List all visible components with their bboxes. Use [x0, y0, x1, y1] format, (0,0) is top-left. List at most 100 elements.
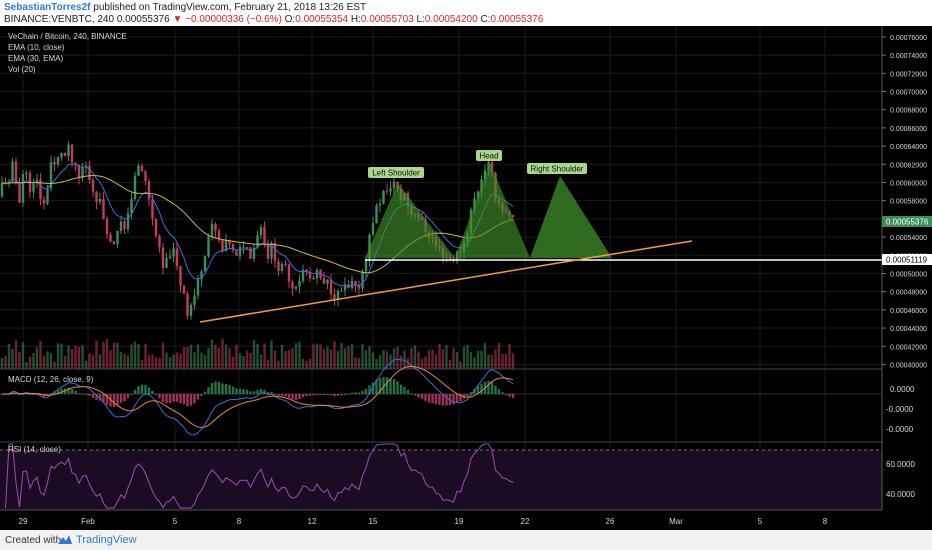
macd-histogram-bar — [137, 386, 140, 394]
macd-histogram-bar — [182, 394, 186, 405]
macd-histogram-bar — [217, 381, 221, 394]
candle-body — [130, 199, 133, 214]
macd-histogram-bar — [480, 383, 483, 394]
candle-body — [252, 247, 256, 259]
macd-histogram-bar — [357, 392, 361, 394]
macd-histogram-bar — [410, 393, 413, 395]
left-shoulder-shape[interactable] — [365, 183, 455, 258]
volume-bar — [382, 350, 385, 369]
macd-histogram-bar — [329, 394, 333, 396]
macd-histogram-bar — [361, 390, 364, 394]
publish-line: SebastianTorres2f published on TradingVi… — [4, 2, 366, 13]
candle-body — [287, 264, 291, 282]
macd-tick: 0.0000 — [890, 385, 915, 394]
candle-body — [382, 190, 385, 204]
head-shape[interactable] — [455, 163, 530, 258]
volume-bar — [312, 344, 315, 369]
volume-bar — [431, 349, 434, 369]
candle-body — [291, 281, 294, 289]
volume-bar — [207, 347, 210, 369]
price-axis[interactable] — [882, 26, 932, 530]
support-trendline[interactable] — [199, 240, 693, 323]
author-link[interactable]: SebastianTorres2f — [4, 2, 91, 13]
candle-body — [392, 181, 396, 189]
macd-signal-line — [2, 365, 514, 429]
macd-label: MACD (12, 26, close, 9) — [8, 375, 94, 384]
volume-bar — [420, 358, 424, 369]
volume-bar — [483, 342, 487, 369]
macd-histogram-bar — [375, 379, 378, 394]
candle-body — [151, 199, 154, 219]
macd-histogram-bar — [168, 394, 172, 404]
volume-bar — [364, 350, 368, 369]
rsi-axis-ticks: 60.0000 40.0000 — [886, 460, 915, 499]
candle-body — [0, 183, 4, 197]
candle-body — [238, 246, 242, 256]
candle-body — [81, 167, 84, 179]
macd-histogram-bar — [431, 394, 434, 404]
price-tick-label: 0.00054000 — [890, 235, 927, 242]
macd-tick: -0.0000 — [886, 405, 914, 414]
time-axis[interactable] — [0, 510, 932, 530]
candle-body — [77, 165, 81, 179]
candle-body — [487, 162, 490, 171]
volume-bars — [0, 338, 515, 369]
candle-body — [39, 179, 42, 200]
macd-histogram-bar — [228, 384, 231, 394]
candle-body — [203, 256, 207, 272]
volume-bar — [60, 343, 63, 369]
volume-bar — [123, 353, 126, 369]
candle-body — [11, 161, 14, 182]
candle-body — [277, 261, 280, 271]
legend: VeChain / Bitcoin, 240, BINANCE EMA (10,… — [8, 32, 127, 74]
candle-body — [32, 183, 35, 192]
macd-histogram-bar — [354, 392, 357, 394]
volume-bar — [53, 361, 56, 369]
macd-histogram-bar — [378, 378, 382, 394]
candle-body — [273, 242, 277, 262]
volume-bar — [480, 350, 483, 369]
candle-body — [144, 171, 147, 182]
volume-bar — [329, 349, 333, 369]
volume-bar — [298, 341, 301, 369]
volume-bar — [301, 358, 305, 369]
volume-bar — [112, 342, 116, 369]
candle-body — [280, 263, 284, 271]
volume-bar — [434, 354, 438, 369]
candle-body — [140, 165, 144, 172]
volume-bar — [231, 356, 235, 369]
volume-bar — [308, 358, 312, 369]
candle-body — [224, 240, 228, 252]
volume-bar — [448, 359, 452, 369]
volume-bar — [7, 344, 11, 369]
x-tick: 5 — [758, 517, 763, 526]
footer: Created with TradingView — [0, 530, 932, 550]
macd-histogram-bar — [459, 394, 462, 402]
volume-bar — [88, 353, 91, 369]
volume-bar — [56, 343, 60, 369]
tradingview-brand-link[interactable]: TradingView — [76, 534, 137, 546]
candle-body — [200, 271, 203, 280]
volume-bar — [172, 354, 175, 369]
low-label: L: — [416, 14, 425, 25]
volume-bar — [221, 338, 224, 369]
volume-bar — [18, 351, 21, 369]
candle-body — [294, 286, 298, 289]
chart-canvas[interactable]: Left Shoulder Head Right Shoulder VeChai… — [0, 26, 932, 530]
volume-bar — [25, 361, 28, 369]
right-shoulder-shape[interactable] — [530, 176, 612, 258]
x-tick: 8 — [237, 517, 242, 526]
macd-histogram-bar — [193, 394, 196, 404]
macd-histogram-bar — [210, 383, 214, 394]
macd-histogram-bar — [291, 394, 294, 400]
candle-body — [312, 278, 315, 280]
volume-bar — [252, 340, 256, 369]
candle-body — [123, 221, 126, 230]
price-tick-label: 0.00068000 — [890, 108, 927, 115]
grid-lines — [0, 26, 882, 510]
volume-bar — [39, 340, 42, 369]
macd-histogram-bar — [221, 383, 224, 394]
macd-histogram-bar — [284, 394, 287, 397]
macd-histogram-bar — [501, 392, 504, 394]
open-value: 0.00055354 — [295, 14, 349, 25]
